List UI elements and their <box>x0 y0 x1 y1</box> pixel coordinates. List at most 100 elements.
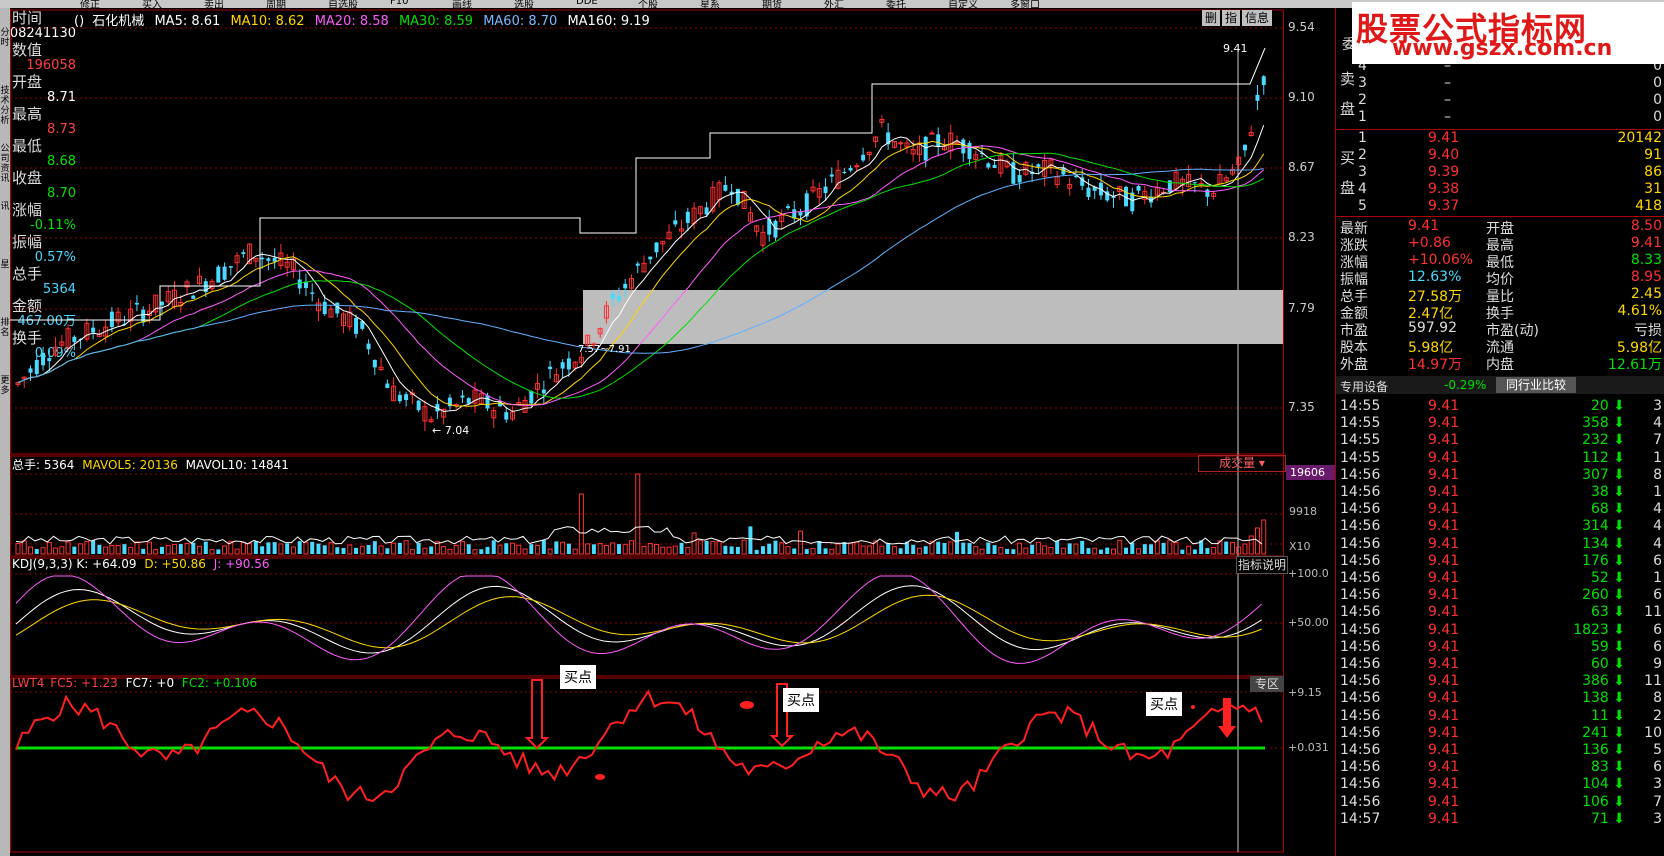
tick-time: 14:56 <box>1340 793 1381 810</box>
quote-row: 市盈 597.92 市盈(动) 亏损 <box>1336 320 1664 339</box>
tick-count: 4 <box>1653 415 1662 432</box>
toolbar-item[interactable]: 委托 <box>886 0 906 8</box>
candle-body <box>91 327 96 333</box>
volume-bar <box>310 541 315 554</box>
volume-bar <box>848 542 854 555</box>
mavol10-label: MAVOL10: 14841 <box>185 458 289 472</box>
ma20-label: MA20: 8.58 <box>314 14 389 29</box>
toolbar-item[interactable]: 自定义 <box>948 0 978 8</box>
volume-bar <box>792 548 797 554</box>
left-sidebar: 分时技术分析公司资讯讯星排名更多 <box>0 8 10 856</box>
volume-bar <box>53 547 59 555</box>
time-value: 08241130 <box>9 26 76 41</box>
candle-body <box>1167 180 1172 193</box>
volume-bar <box>409 549 415 555</box>
candle-body <box>28 368 33 373</box>
sell-level: 2 <box>1358 92 1367 108</box>
zone-button[interactable]: 专区 <box>1250 676 1284 692</box>
volume-indicator-dropdown[interactable]: 成交量 ▾ <box>1198 455 1286 472</box>
candle-body <box>992 164 997 168</box>
volume-bar <box>879 545 885 555</box>
toolbar-item[interactable]: 个股 <box>638 0 658 8</box>
volume-value: 5364 <box>42 282 76 297</box>
sidebar-tab[interactable]: 技术分析 <box>0 86 10 126</box>
sidebar-tab[interactable]: 分时 <box>0 28 10 48</box>
kdj-d-value: D: +50.86 <box>144 557 206 571</box>
tick-row: 14:56 9.41 104 ⬇ 3 <box>1336 776 1664 793</box>
sidebar-tab[interactable]: 公司资讯 <box>0 144 10 184</box>
tick-count: 1 <box>1653 570 1662 586</box>
info-button[interactable]: 信息 <box>1242 10 1272 26</box>
buy-level: 3 <box>1358 164 1367 180</box>
candle-body <box>685 211 690 223</box>
volume-bar <box>341 547 346 554</box>
volume-bar <box>1098 549 1103 554</box>
volume-bar <box>1055 540 1060 554</box>
candle-body <box>936 134 941 147</box>
indicator-button[interactable]: 指 <box>1222 10 1240 26</box>
tick-price: 9.41 <box>1428 432 1460 449</box>
candle-body <box>153 294 159 313</box>
tick-time: 14:56 <box>1340 587 1381 604</box>
toolbar-item[interactable]: 周期 <box>266 0 286 8</box>
quote-label: 外盘 <box>1340 357 1368 373</box>
buy-row: 2 9.40 91 <box>1336 147 1664 164</box>
toolbar-item[interactable]: 画线 <box>452 0 472 8</box>
indicator-help-button[interactable]: 指标说明 <box>1236 556 1288 574</box>
sidebar-tab[interactable]: 排名 <box>0 318 10 338</box>
candle-body <box>21 376 27 380</box>
buy-price: 9.40 <box>1428 147 1460 163</box>
quote-value: 4.61% <box>1617 303 1662 319</box>
buy-point-label-2: 买点 <box>783 688 819 712</box>
volume-bar <box>735 546 740 554</box>
ma-line <box>17 145 1265 407</box>
toolbar-item[interactable]: 外汇 <box>824 0 844 8</box>
delete-button[interactable]: 删 <box>1202 10 1220 26</box>
tick-row: 14:56 9.41 260 ⬇ 6 <box>1336 587 1664 604</box>
volume-bar <box>272 542 277 554</box>
kline-chart-area[interactable]: 9.41 ← 7.04 7.57~7.91 <box>10 8 1335 856</box>
volume-bar <box>40 547 46 555</box>
toolbar-item[interactable]: 自选股 <box>328 0 358 8</box>
toolbar-item[interactable]: 选股 <box>514 0 534 8</box>
toolbar-item[interactable]: F10 <box>390 0 409 7</box>
volume-bar <box>760 546 765 554</box>
tick-count: 6 <box>1653 552 1662 569</box>
candle-body <box>891 141 897 148</box>
sell-row: 4 – 0 <box>1336 58 1664 75</box>
toolbar-item[interactable]: 买入 <box>142 0 162 8</box>
tick-volume: 241 ⬇ <box>1582 724 1625 741</box>
volume-bar <box>860 545 866 555</box>
candle-body <box>879 118 885 123</box>
toolbar-item[interactable]: 多窗口 <box>1010 0 1040 8</box>
ma5-label: MA5: 8.61 <box>154 14 221 29</box>
volume-bar <box>1136 548 1142 555</box>
quote-row: 涨跌 +0.86 最高 9.41 <box>1336 235 1664 254</box>
volume-bar <box>1073 543 1079 555</box>
toolbar-item[interactable]: 卖出 <box>204 0 224 8</box>
tick-row: 14:56 9.41 176 ⬇ 6 <box>1336 553 1664 570</box>
toolbar-item[interactable]: 修正 <box>80 0 100 8</box>
candle-body <box>216 266 221 283</box>
candle-body <box>103 326 109 337</box>
candle-body <box>247 243 253 265</box>
buy-volume: 20142 <box>1617 130 1662 146</box>
industry-compare-button[interactable]: 同行业比较 <box>1496 377 1576 393</box>
toolbar-item[interactable]: DDE <box>576 0 598 7</box>
quote-value: 12.63% <box>1408 269 1462 285</box>
tick-count: 7 <box>1653 793 1662 810</box>
tick-time: 14:56 <box>1340 742 1381 758</box>
candle-body <box>460 395 465 398</box>
tick-time: 14:56 <box>1340 518 1381 535</box>
volume-bar <box>510 542 516 555</box>
toolbar-item[interactable]: 期货 <box>762 0 782 8</box>
tick-price: 9.41 <box>1428 742 1460 758</box>
kdj-j-value: J: +90.56 <box>213 557 270 571</box>
sidebar-tab[interactable]: 星 <box>0 260 10 270</box>
sidebar-tab[interactable]: 讯 <box>0 202 10 212</box>
sidebar-tab[interactable]: 更多 <box>0 376 10 396</box>
candle-body <box>47 358 52 362</box>
toolbar-item[interactable]: 星系 <box>700 0 720 8</box>
tick-volume: 138 ⬇ <box>1582 690 1625 707</box>
tick-price: 9.41 <box>1428 570 1460 586</box>
